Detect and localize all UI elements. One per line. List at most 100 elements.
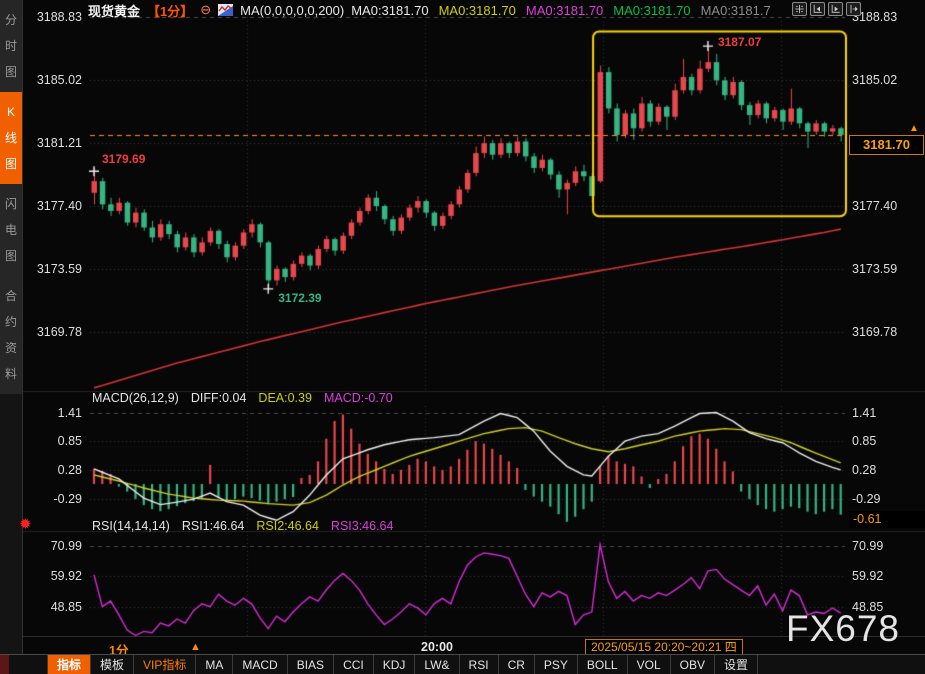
price-axis-right-3: 3177.40 (852, 199, 898, 213)
indicator-toolbar: 指标 模板 VIP指标 MA MACD BIAS CCI KDJ LW& RSI CR PSY BOLL… (0, 654, 925, 674)
rsi3-value: RSI3:46.64 (330, 519, 394, 533)
rsi-axis-left-3: 48.85 (50, 600, 82, 614)
latest-price-arrow-icon[interactable]: ▲ (909, 123, 919, 134)
price-axis-left-2: 3185.02 (36, 73, 82, 87)
ma-value-4: MA0:3181.70 (613, 2, 691, 18)
ma-values: MA0:3181.70 MA0:3181.70 MA0:3181.70 MA0:318… (351, 3, 770, 18)
toolbar-button-PSY[interactable]: PSY (535, 655, 578, 674)
toolbar-button-MACD[interactable]: MACD (233, 655, 288, 674)
current-price-tag: 3181.70 (849, 135, 924, 155)
ma-value-5: MA0:3181.7 (700, 2, 771, 18)
sidebar-tab-char: 料 (4, 367, 17, 381)
sidebar-tab-char: 图 (4, 157, 17, 171)
sidebar-tab-char: 图 (4, 65, 17, 79)
date-range-box: 2025/05/15 20:20~20:21 四 (585, 639, 743, 655)
toolbar-button-CCI[interactable]: CCI (334, 655, 374, 674)
live-blink-icon: ✹ (19, 516, 32, 533)
price-axis-right-2: 3185.02 (852, 73, 898, 87)
macd-axis-left-1: 1.41 (57, 406, 82, 420)
price-axis-left-1: 3188.83 (36, 10, 82, 24)
macd-axis-left-4: -0.29 (53, 492, 83, 506)
collapse-icon[interactable]: ⊖ (200, 2, 212, 17)
rsi-axis-left-1: 70.99 (50, 539, 82, 553)
footer-arrow-icon[interactable]: ▲ (190, 641, 201, 653)
macd-axis-right-4: -0.29 (852, 492, 881, 506)
sidebar-tab-char: 闪 (4, 197, 17, 211)
ma-value-1: MA0:3181.70 (351, 2, 429, 18)
rsi1-value: RSI1:46.64 (181, 519, 245, 533)
price-axis-left-3: 3181.21 (36, 136, 82, 150)
toolbar-button-BOLL[interactable]: BOLL (578, 655, 628, 674)
toolbar-button-指标[interactable]: 指标 (47, 655, 92, 674)
price-axis-left-6: 3169.78 (36, 325, 82, 339)
rsi-title: RSI(14,14,14) (92, 519, 170, 533)
crosshair-icon[interactable] (792, 2, 807, 16)
macd-value-tag: -0.61 (849, 511, 925, 528)
price-axis-right-5: 3169.78 (852, 325, 898, 339)
toolbar-button-LW&[interactable]: LW& (415, 655, 460, 674)
macd-dea-value: DEA:0.39 (258, 391, 312, 405)
ma-settings-label: MA(0,0,0,0,0,200) (240, 2, 345, 18)
extreme-price-label-1: 3179.69 (102, 152, 146, 167)
sidebar-tab-char: 时 (4, 39, 17, 53)
chart-thumbnail-icon[interactable] (218, 4, 234, 16)
current-price-value: 3181.70 (863, 137, 910, 152)
watermark: FX678 (786, 608, 901, 649)
rsi-axis-left-2: 59.92 (50, 569, 82, 583)
toolbar-button-RSI[interactable]: RSI (460, 655, 499, 674)
price-axis-left-5: 3173.59 (36, 262, 82, 276)
rsi-header: RSI(14,14,14) RSI1:46.64 RSI2:46.64 RSI3… (92, 519, 393, 533)
price-axis-left-4: 3177.40 (36, 199, 82, 213)
toolbar-button-CR[interactable]: CR (499, 655, 535, 674)
sidebar-tab-char: 电 (4, 223, 17, 237)
macd-diff-value: DIFF:0.04 (190, 391, 247, 405)
macd-current-value: -0.61 (853, 512, 882, 526)
macd-axis-right-3: 0.28 (852, 463, 877, 477)
macd-header: MACD(26,12,9) DIFF:0.04 DEA:0.39 MACD:-0… (92, 391, 393, 405)
shrink-candles-icon[interactable] (810, 2, 825, 16)
toolbar-button-VOL[interactable]: VOL (628, 655, 671, 674)
price-axis-right-1: 3188.83 (852, 10, 898, 24)
macd-macd-value: MACD:-0.70 (323, 391, 393, 405)
toolbar-button-KDJ[interactable]: KDJ (374, 655, 416, 674)
extreme-price-label-2: 3172.39 (278, 290, 322, 305)
period-label[interactable]: 【1分】 (147, 3, 194, 19)
sidebar-tab-3[interactable]: 闪电图 (0, 184, 22, 276)
next-page-icon[interactable] (846, 2, 861, 16)
rsi-axis-right-2: 59.92 (852, 569, 884, 583)
time-axis: 1分 ▲ 20:00 2025/05/15 20:20~20:21 四 (23, 636, 925, 658)
sidebar-tab-char: 图 (4, 249, 17, 263)
sidebar-tab-char: 分 (4, 13, 17, 27)
macd-axis-right-2: 0.85 (852, 434, 877, 448)
extreme-price-label-3: 3187.07 (717, 35, 762, 50)
macd-axis-left-2: 0.85 (57, 434, 82, 448)
price-axis-right-4: 3173.59 (852, 262, 898, 276)
rsi-axis-right-3: 48.85 (852, 600, 884, 614)
rsi2-value: RSI2:46.64 (256, 519, 319, 533)
toolbar-button-设置[interactable]: 设置 (715, 655, 758, 674)
toolbar-button-BIAS[interactable]: BIAS (288, 655, 335, 674)
toolbar-corner-badge (0, 655, 9, 674)
rsi-axis-right-1: 70.99 (852, 539, 884, 553)
sidebar-tab-char: 资 (4, 341, 17, 355)
macd-title: MACD(26,12,9) (92, 391, 179, 405)
sidebar-tab-char: K (6, 105, 15, 119)
enlarge-candles-icon[interactable] (828, 2, 843, 16)
window-tools (792, 2, 861, 16)
toolbar-button-OBV[interactable]: OBV (671, 655, 715, 674)
time-axis-label: 20:00 (421, 640, 453, 654)
toolbar-button-MA[interactable]: MA (196, 655, 234, 674)
sidebar-tab-1[interactable]: 分时图 (0, 0, 22, 92)
sidebar-tab-char: 线 (4, 131, 17, 145)
ma-value-2: MA0:3181.70 (438, 2, 516, 18)
symbol-name: 现货黄金 (88, 3, 141, 19)
sidebar-tab-4[interactable]: 合约资料 (0, 276, 22, 394)
macd-axis-left-3: 0.28 (57, 463, 82, 477)
macd-axis-right-1: 1.41 (852, 406, 877, 420)
toolbar-button-模板[interactable]: 模板 (91, 655, 135, 674)
toolbar-button-VIP指标[interactable]: VIP指标 (134, 655, 197, 674)
